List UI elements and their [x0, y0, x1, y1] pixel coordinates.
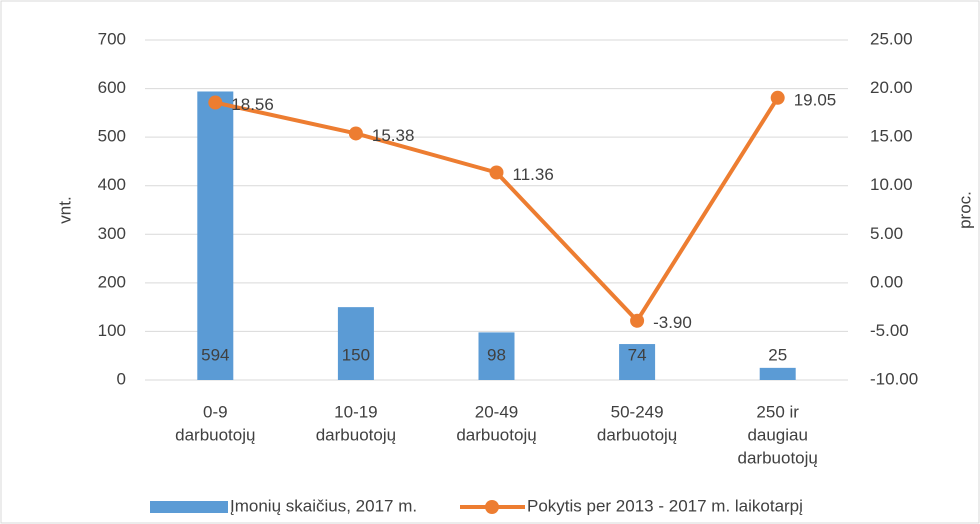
- y2-tick-label: 10.00: [870, 175, 913, 194]
- x-tick-label: 20-49: [475, 402, 518, 421]
- bar-value-label: 74: [628, 345, 647, 364]
- bar-value-label: 150: [342, 345, 370, 364]
- x-tick-label: darbuotojų: [738, 448, 818, 467]
- x-tick-label: 10-19: [334, 402, 377, 421]
- bar-value-label: 98: [487, 345, 506, 364]
- legend-swatch: [150, 501, 228, 513]
- y-tick-label: 500: [98, 127, 126, 146]
- x-tick-label: 250 ir: [756, 402, 799, 421]
- x-tick-label: 0-9: [203, 402, 228, 421]
- y2-tick-label: 0.00: [870, 272, 903, 291]
- y2-tick-label: 20.00: [870, 78, 913, 97]
- line-marker: [630, 313, 645, 328]
- bar: [337, 307, 374, 380]
- y-tick-label: 100: [98, 321, 126, 340]
- y2-tick-label: 5.00: [870, 224, 903, 243]
- bar: [619, 344, 656, 380]
- bar: [478, 332, 515, 380]
- y2-tick-label: -10.00: [870, 369, 918, 388]
- bar-value-label: 594: [201, 345, 229, 364]
- line-marker: [770, 90, 785, 105]
- x-tick-label: darbuotojų: [456, 425, 536, 444]
- line-marker: [489, 165, 504, 180]
- y-tick-label: 600: [98, 78, 126, 97]
- line-marker: [348, 126, 363, 141]
- bar: [759, 367, 796, 380]
- legend-label: Pokytis per 2013 - 2017 m. laikotarpį: [527, 496, 803, 515]
- y2-axis-label: proc.: [955, 191, 974, 229]
- line-value-label: 19.05: [794, 90, 837, 109]
- line-value-label: -3.90: [653, 313, 692, 332]
- y-tick-label: 200: [98, 272, 126, 291]
- legend-marker: [485, 500, 499, 514]
- y-axis-label: vnt.: [55, 196, 74, 223]
- line-value-label: 18.56: [231, 95, 274, 114]
- line-value-label: 11.36: [513, 165, 554, 184]
- x-tick-label: darbuotojų: [175, 425, 255, 444]
- x-tick-label: darbuotojų: [316, 425, 396, 444]
- legend-label: Įmonių skaičius, 2017 m.: [230, 496, 417, 515]
- y-tick-label: 400: [98, 175, 126, 194]
- y2-tick-label: 25.00: [870, 29, 913, 48]
- y-tick-label: 300: [98, 224, 126, 243]
- y-tick-label: 0: [117, 369, 126, 388]
- bar-value-label: 25: [768, 345, 787, 364]
- y2-tick-label: -5.00: [870, 321, 909, 340]
- y2-tick-label: 15.00: [870, 127, 913, 146]
- line-marker: [208, 95, 223, 110]
- x-tick-label: 50-249: [611, 402, 664, 421]
- x-tick-label: daugiau: [747, 425, 808, 444]
- x-tick-label: darbuotojų: [597, 425, 677, 444]
- y-tick-label: 700: [98, 29, 126, 48]
- bar: [197, 91, 234, 380]
- line-value-label: 15.38: [372, 126, 415, 145]
